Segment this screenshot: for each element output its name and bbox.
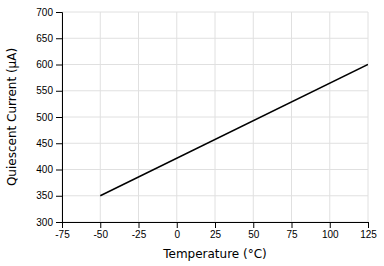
tick: 350 — [36, 190, 62, 201]
tick: 50 — [248, 222, 260, 240]
tick-mark — [56, 170, 62, 171]
tick-label: 125 — [360, 229, 377, 240]
tick-label: 450 — [36, 138, 53, 149]
tick-mark — [56, 91, 62, 92]
tick-label: 75 — [286, 229, 298, 240]
tick-label: 650 — [36, 33, 53, 44]
y-axis: 300 350 400 450 500 550 600 650 700 — [36, 7, 62, 228]
tick-mark — [253, 222, 254, 228]
tick-mark — [368, 222, 369, 228]
tick-label: 600 — [36, 59, 53, 70]
tick-mark — [330, 222, 331, 228]
axis-line — [63, 223, 369, 229]
grid — [62, 12, 368, 222]
grid-line-y — [62, 12, 368, 13]
grid-line-y — [62, 64, 368, 65]
tick-mark — [100, 222, 101, 228]
tick-mark — [177, 222, 178, 228]
x-axis: -75 -50 -25 0 25 50 75 100 125 — [55, 222, 377, 240]
tick-label: 550 — [36, 85, 53, 96]
grid-line-y — [62, 117, 368, 118]
tick-mark — [56, 12, 62, 13]
tick-label: 50 — [248, 229, 260, 240]
axis-line — [56, 13, 63, 223]
tick: 25 — [210, 222, 222, 240]
grid-line-y — [62, 195, 368, 196]
plot: -75 -50 -25 0 25 50 75 100 125 300 350 400 450 500 550… — [36, 7, 377, 240]
line — [100, 65, 368, 196]
tick-mark — [215, 222, 216, 228]
tick: 125 — [360, 222, 377, 240]
tick: 650 — [36, 33, 62, 44]
grid-line-y — [62, 90, 368, 91]
tick-mark — [56, 143, 62, 144]
marks — [100, 65, 368, 196]
grid-line-y — [62, 143, 368, 144]
tick-label: 500 — [36, 112, 53, 123]
tick-mark — [56, 38, 62, 39]
tick: 100 — [322, 222, 339, 240]
tick-mark — [56, 196, 62, 197]
tick-label: 0 — [174, 229, 180, 240]
tick: 75 — [286, 222, 298, 240]
tick-label: 350 — [36, 190, 53, 201]
grid-line-y — [62, 169, 368, 170]
tick-mark — [56, 65, 62, 66]
tick-mark — [292, 222, 293, 228]
tick: -50 — [94, 222, 109, 240]
tick: 300 — [36, 217, 62, 228]
tick: 600 — [36, 59, 62, 70]
tick: 500 — [36, 112, 62, 123]
tick: 400 — [36, 164, 62, 175]
tick-label: -50 — [94, 229, 109, 240]
tick-label: 300 — [36, 217, 53, 228]
tick-label: 100 — [322, 229, 339, 240]
chart: -75 -50 -25 0 25 50 75 100 125 300 350 400 450 500 550… — [0, 0, 384, 266]
y-axis-title: Quiescent Current (μA) — [5, 48, 19, 186]
tick-mark — [56, 117, 62, 118]
tick: -75 — [55, 222, 70, 240]
tick-label: 700 — [36, 7, 53, 18]
tick: 700 — [36, 7, 62, 18]
tick: 0 — [174, 222, 180, 240]
x-axis-title: Temperature (°C) — [162, 247, 267, 261]
tick: 550 — [36, 85, 62, 96]
tick: -25 — [132, 222, 147, 240]
tick-mark — [139, 222, 140, 228]
tick-mark — [56, 222, 62, 223]
grid-line-y — [62, 38, 368, 39]
tick-label: -75 — [55, 229, 70, 240]
tick-label: -25 — [132, 229, 147, 240]
tick-label: 25 — [210, 229, 222, 240]
tick: 450 — [36, 138, 62, 149]
tick-label: 400 — [36, 164, 53, 175]
